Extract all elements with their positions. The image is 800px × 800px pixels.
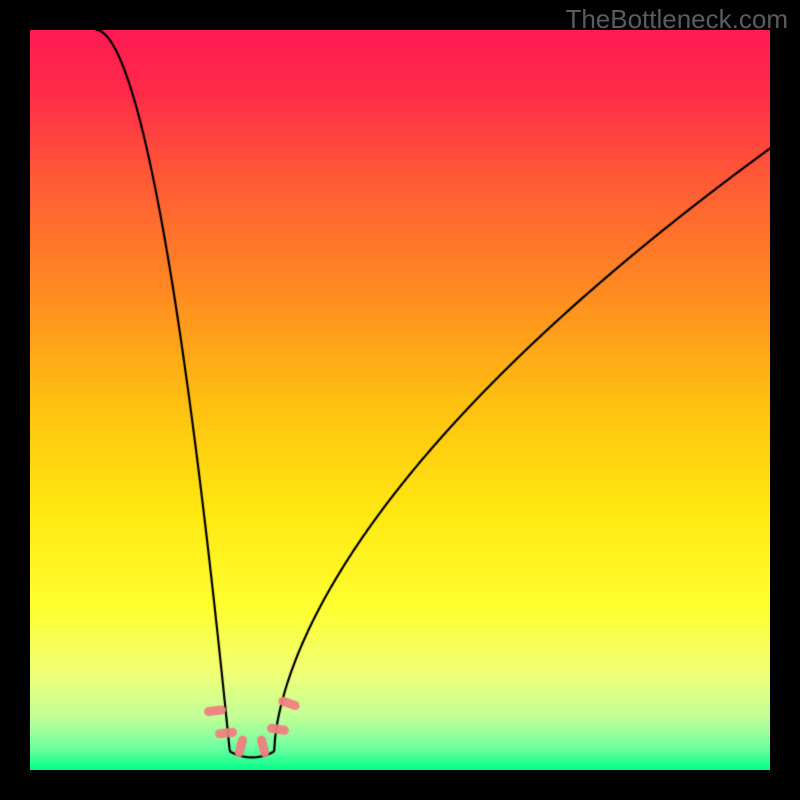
credit-label: TheBottleneck.com: [565, 4, 788, 35]
plot-canvas: [30, 30, 770, 770]
plot-area: [30, 30, 770, 770]
chart-container: TheBottleneck.com: [0, 0, 800, 800]
